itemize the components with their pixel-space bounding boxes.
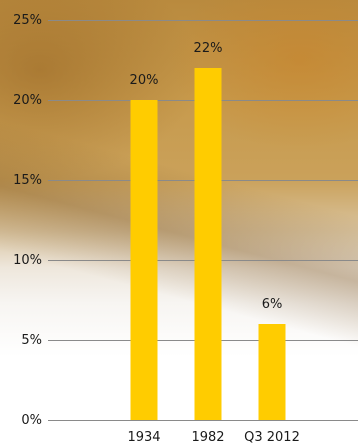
bar xyxy=(130,100,158,420)
x-axis-tick-labels: 1934 1982 Q3 2012 xyxy=(127,430,299,445)
x-tick-label: 1982 xyxy=(191,430,224,445)
data-labels: 20% 22% 6% xyxy=(130,41,283,312)
y-tick-label: 5% xyxy=(21,333,42,348)
data-label: 20% xyxy=(130,73,159,88)
y-tick-label: 10% xyxy=(13,253,42,268)
bar xyxy=(194,68,222,420)
y-tick-label: 20% xyxy=(13,93,42,108)
y-tick-label: 25% xyxy=(13,13,42,28)
y-tick-label: 0% xyxy=(21,413,42,428)
data-label: 22% xyxy=(194,41,223,56)
bar xyxy=(258,324,286,420)
y-axis-tick-labels: 0% 5% 10% 15% 20% 25% xyxy=(13,13,42,428)
y-tick-label: 15% xyxy=(13,173,42,188)
data-label: 6% xyxy=(262,297,283,312)
bars xyxy=(130,68,286,420)
x-tick-label: Q3 2012 xyxy=(244,430,300,445)
x-tick-label: 1934 xyxy=(127,430,160,445)
